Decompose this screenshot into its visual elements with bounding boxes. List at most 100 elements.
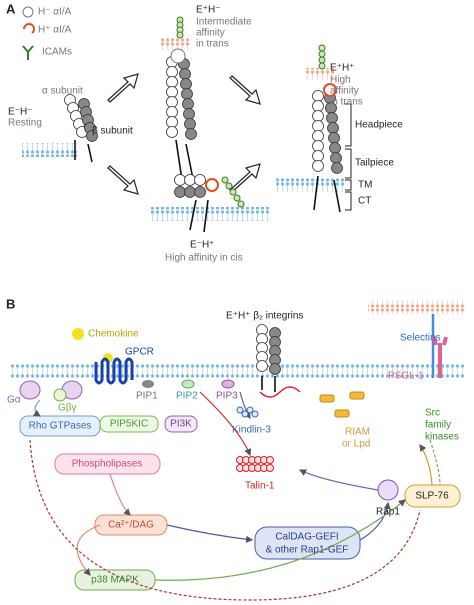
integrin-domain [166,76,178,88]
integrin-domain [266,464,274,472]
integrin-domain [233,194,241,202]
integrin-domain [323,83,337,97]
integrin-domain [319,394,335,403]
integrin-domain [229,188,237,196]
integrin-domain [166,66,178,78]
integrin-domain [312,150,324,162]
legend-swatch [22,6,34,18]
integrin-domain [170,48,186,64]
rho-gtpases: Rho GTPases [29,421,92,432]
kindlin3: Kindlin-3 [232,425,271,436]
integrin-domain [331,162,343,174]
selectins-label: Selectins [400,333,441,344]
slp76: SLP-76 [415,491,449,502]
domain-label: Headpiece [355,120,403,131]
rap1: Rap1 [376,507,400,518]
domain-label: TM [358,180,372,191]
gpcr-label: GPCR [125,347,154,358]
state-name: E⁺H⁻ [196,5,220,16]
integrin-domain [313,175,341,213]
integrin-domain [266,456,274,464]
src-label: kinases [425,432,459,443]
integrin-domain [349,391,365,400]
integrin-domain [225,182,233,190]
src-label: family [425,420,451,431]
state-desc: in trans [330,97,363,108]
integrin-domain [312,120,324,132]
integrin-domain [174,174,186,186]
integrin-domain [328,132,340,144]
integrin-domain [184,186,196,198]
integrin-domain [86,130,98,142]
integrin-domain [166,126,178,138]
integrin-domain [312,140,324,152]
state-desc: affinity [196,28,225,39]
integrin-domain [261,376,276,392]
integrin-domain [251,410,259,418]
state-desc: Intermediate [196,17,252,28]
legend-label: H⁻ αI/A [38,7,72,18]
state-desc: in trans [196,39,229,50]
src-label: Src [425,408,440,419]
integrin-domain [326,112,338,124]
legend-label: ICAMs [42,47,72,58]
state-desc: Resting [8,118,42,129]
state-name: E⁻H⁻ [8,107,32,118]
integrin-domain [184,174,196,186]
integrin-domain [312,110,324,122]
integrin-domain [194,186,206,198]
integrin-domain [194,174,206,186]
integrin-domain [318,62,326,70]
integrin-domain [189,199,209,233]
integrin-domain [221,176,229,184]
integrin-domain [334,409,350,418]
integrin-domain [74,140,93,163]
integrin-domain [318,50,326,58]
integrin-domain [312,100,324,112]
integrin-domain [318,56,326,64]
integrin-domain [237,200,245,208]
legend-swatch [23,23,35,34]
pi3k: PI3K [170,419,192,430]
integrin-domain [246,406,254,414]
integrin-domain [166,86,178,98]
pip3: PIP3 [216,391,238,402]
g-beta-gamma: Gβγ [58,403,77,414]
integrin-domain [236,406,244,414]
state-desc: affinity [330,86,359,97]
integrin-domain [184,118,196,130]
p38: p38 MAPK [91,575,139,586]
integrin-domain [182,98,194,110]
integrin-domain [241,410,249,418]
domain-label: Tailpiece [355,158,394,169]
ca-dag: Ca²⁺/DAG [108,520,154,531]
panel-label: A [6,1,16,16]
pip2: PIP2 [176,391,198,402]
integrin-domain [176,31,184,39]
riam-label: RIAM [345,427,370,438]
panel-label: B [6,296,15,311]
integrin-domain [179,68,191,80]
alpha-label: α subunit [42,86,83,97]
legend-label: H⁺ αI/A [38,25,72,36]
integrin-domain [166,116,178,128]
phospholipases: Phospholipases [72,459,143,470]
state-name: E⁻H⁺ [190,240,214,251]
integrin-domain [312,160,324,172]
riam-label: or Lpd [342,439,370,450]
integrin-domain [312,90,324,102]
integrin-domain [330,152,342,164]
domain-label: CT [358,196,371,207]
integrin-domain [166,96,178,108]
integrin-domain [318,44,326,52]
diagram-shapes [10,16,466,601]
integrin-domain [269,363,281,375]
integrin-domain [312,130,324,142]
psgl1-label: PSGL-1 [388,371,424,382]
legend-swatch [22,45,34,60]
integrin-domain [166,106,178,118]
chemokine-label: Chemokine [88,329,139,340]
state-desc: High [330,75,351,86]
integrin-domain [183,108,195,120]
